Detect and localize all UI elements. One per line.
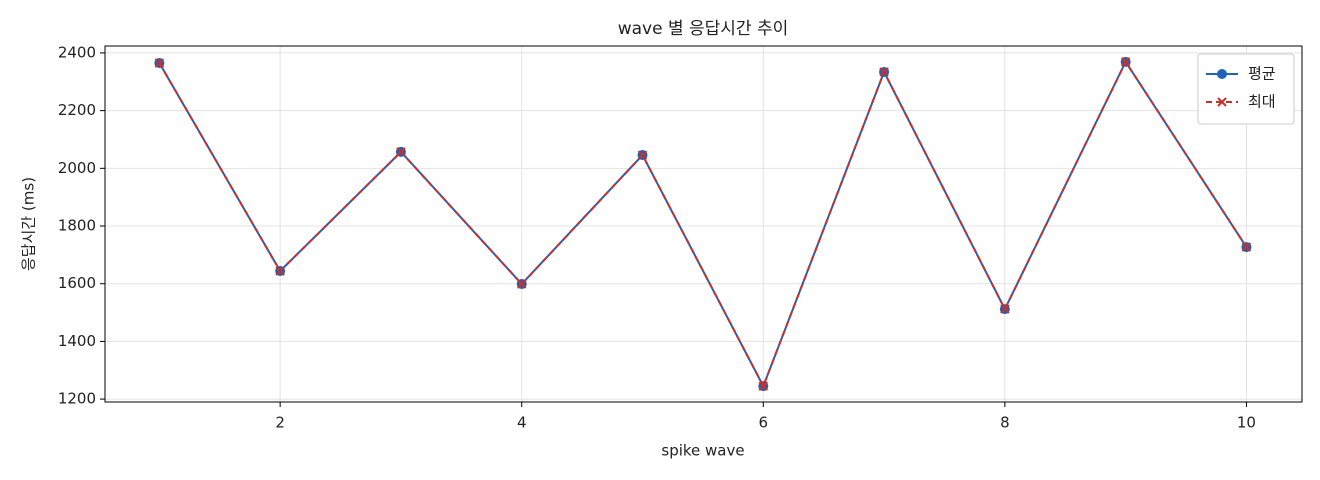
y-axis-label: 응답시간 (ms) xyxy=(20,177,38,271)
marker xyxy=(396,147,406,157)
legend-marker xyxy=(1217,69,1227,79)
y-tick-label: 1800 xyxy=(58,217,96,235)
y-tick-label: 2400 xyxy=(58,43,96,61)
legend-marker xyxy=(1217,97,1227,107)
marker xyxy=(517,279,527,289)
legend-label: 평균 xyxy=(1248,65,1276,83)
y-tick-label: 1200 xyxy=(58,390,96,408)
marker xyxy=(758,381,768,391)
marker xyxy=(1000,304,1010,314)
x-tick-label: 4 xyxy=(517,414,527,432)
chart-title: wave 별 응답시간 추이 xyxy=(618,19,789,39)
x-axis-label: spike wave xyxy=(661,442,744,460)
x-tick-label: 2 xyxy=(275,414,285,432)
y-tick-label: 2200 xyxy=(58,101,96,119)
x-tick-label: 10 xyxy=(1237,414,1256,432)
x-tick-label: 8 xyxy=(1000,414,1010,432)
y-tick-label: 2000 xyxy=(58,159,96,177)
marker xyxy=(1120,57,1131,67)
y-tick-label: 1600 xyxy=(58,274,96,292)
legend-label: 최대 xyxy=(1248,93,1276,111)
marker xyxy=(637,150,648,160)
marker xyxy=(154,58,165,68)
plot-frame xyxy=(104,45,1303,403)
marker xyxy=(275,266,285,276)
marker xyxy=(879,67,889,77)
x-tick-label: 6 xyxy=(759,414,769,432)
marker xyxy=(1241,242,1252,252)
legend-box xyxy=(1197,53,1295,125)
series-line xyxy=(158,59,1248,389)
y-tick-label: 1400 xyxy=(58,332,96,350)
